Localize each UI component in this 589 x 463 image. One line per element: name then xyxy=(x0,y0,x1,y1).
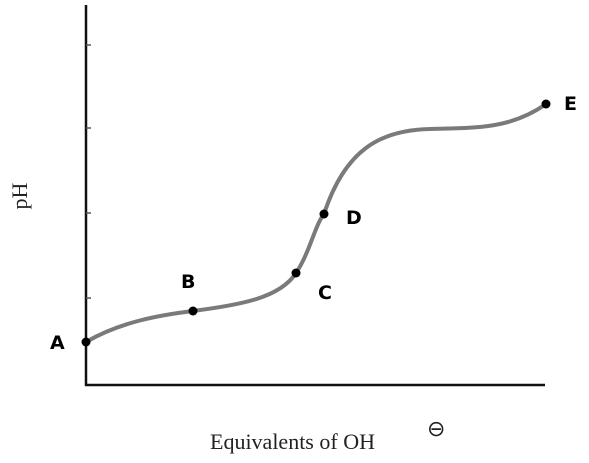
axis-ticks xyxy=(86,44,91,299)
point-b xyxy=(188,306,198,316)
point-label: E xyxy=(564,93,577,115)
point-label: A xyxy=(50,332,65,354)
point-c xyxy=(291,268,301,278)
point-a xyxy=(81,337,91,347)
point-label: C xyxy=(318,282,332,304)
y-axis-label: pH xyxy=(7,182,32,209)
point-label: D xyxy=(346,207,362,229)
point-d xyxy=(319,209,329,219)
x-axis-label-superscript: ⊖ xyxy=(427,416,445,441)
point-e xyxy=(541,99,551,109)
point-label: B xyxy=(181,271,195,293)
curve-points xyxy=(81,99,551,347)
x-axis-label: Equivalents of OH xyxy=(210,429,375,454)
titration-curve xyxy=(84,102,548,344)
